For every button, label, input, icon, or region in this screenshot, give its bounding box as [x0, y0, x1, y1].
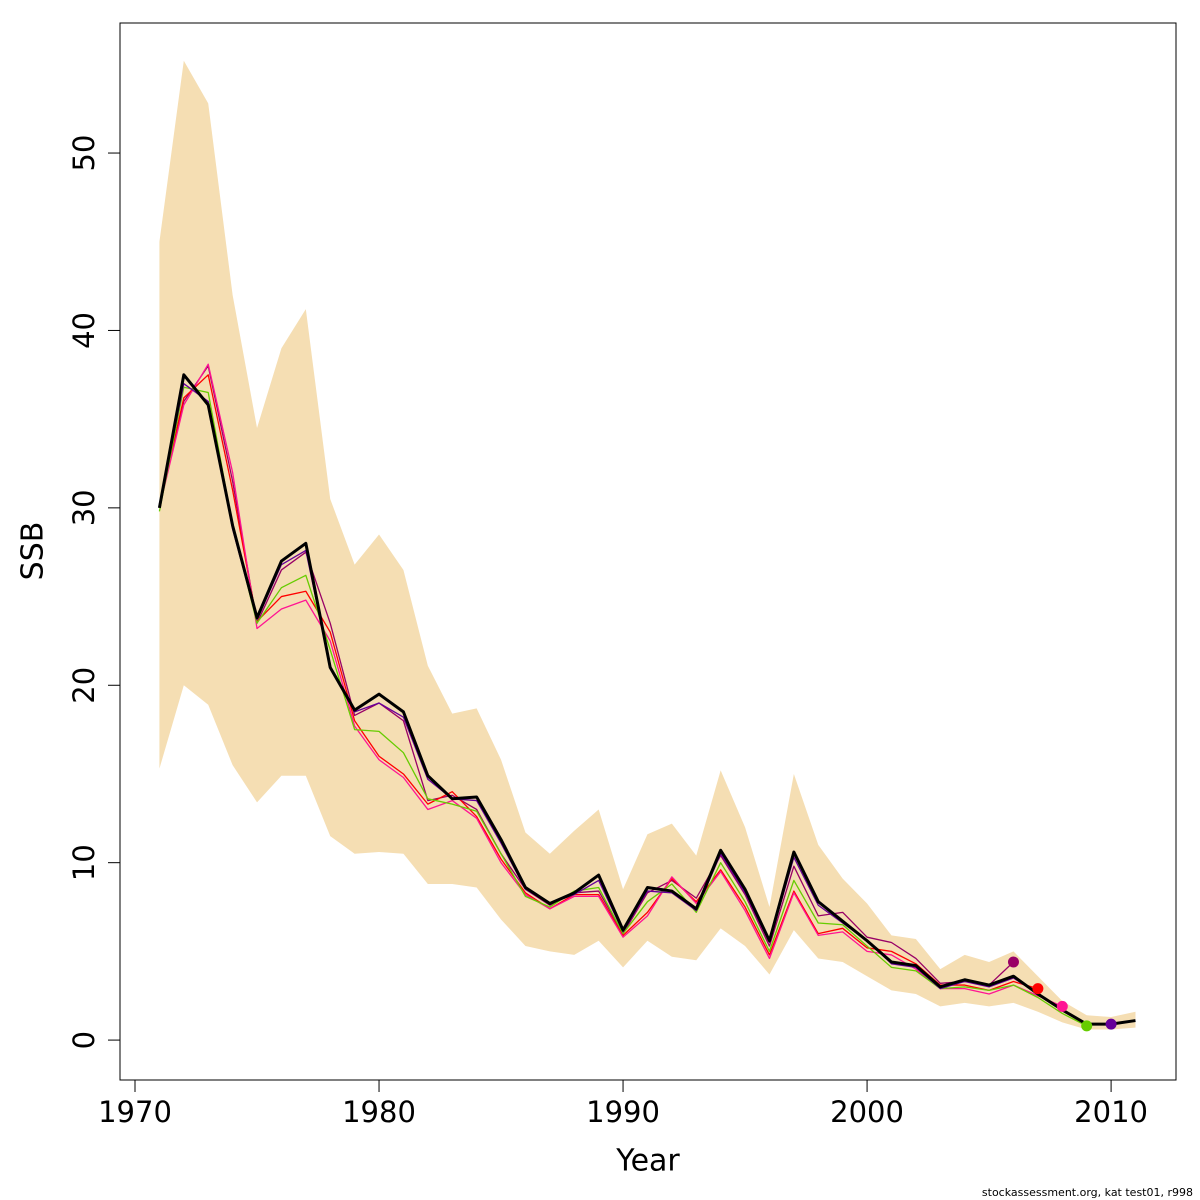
- series-line: [158, 365, 1014, 986]
- footnote: stockassessment.org, kat test01, r998: [982, 1186, 1193, 1199]
- x-axis-label: Year: [615, 1144, 680, 1179]
- x-tick-label: 1990: [586, 1095, 660, 1129]
- y-tick-label: 20: [67, 667, 101, 704]
- endpoint-dot: [1056, 1000, 1068, 1012]
- endpoint-dot: [1081, 1020, 1093, 1032]
- series-line: [158, 374, 1039, 992]
- endpoint-dot: [1007, 956, 1019, 968]
- y-tick-label: 40: [67, 312, 101, 349]
- y-tick-label: 10: [67, 844, 101, 881]
- y-tick-label: 0: [67, 1031, 101, 1049]
- series-line: [158, 386, 1087, 1027]
- x-tick-label: 2000: [830, 1095, 904, 1129]
- endpoint-dot: [1032, 983, 1044, 995]
- confidence-band: [159, 60, 1136, 1030]
- x-tick-label: 1980: [342, 1095, 416, 1129]
- endpoint-dot: [1105, 1018, 1117, 1030]
- series-line: [157, 373, 1136, 1026]
- y-tick-label: 30: [67, 489, 101, 526]
- y-tick-label: 50: [67, 135, 101, 172]
- x-tick-label: 2010: [1074, 1095, 1148, 1129]
- x-tick-label: 1970: [98, 1095, 172, 1129]
- y-axis-label: SSB: [16, 522, 51, 581]
